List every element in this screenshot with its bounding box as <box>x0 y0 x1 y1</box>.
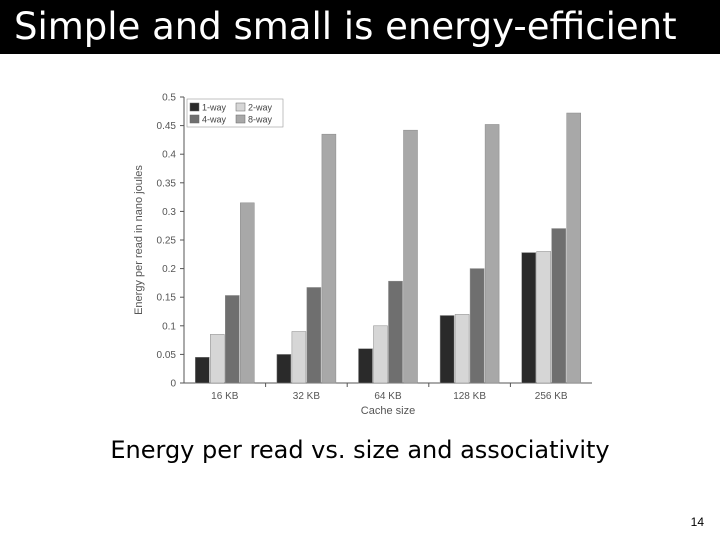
legend-swatch-4-way <box>189 114 200 124</box>
bar-8-way-128KB <box>484 124 500 384</box>
legend-label-2-way: 2-way <box>248 103 273 113</box>
x-tick-label: 128 KB <box>453 391 486 402</box>
bar-4-way-128KB <box>469 268 485 384</box>
bar-4-way-32KB <box>306 287 322 384</box>
bar-1-way-16KB <box>195 357 210 384</box>
bar-8-way-256KB <box>566 112 581 384</box>
legend: 1-way 2-way 4-way 8-way <box>186 98 284 128</box>
y-tick-label: 0.35 <box>157 178 177 189</box>
bar-1-way-32KB <box>276 354 292 384</box>
legend-swatch-2-way <box>235 102 246 112</box>
y-axis-title: Energy per read in nano joules <box>133 165 145 315</box>
y-tick-label: 0.45 <box>157 121 177 132</box>
bar-2-way-128KB <box>454 314 470 384</box>
x-axis-title: Cache size <box>361 405 415 417</box>
bar-8-way-32KB <box>321 133 337 384</box>
bar-2-way-32KB <box>291 331 307 384</box>
slide-title: Simple and small is energy-efficient <box>14 5 677 48</box>
y-axis: 0 0.05 0.1 0.15 0.2 0.25 0.3 0.35 0.4 0.45 0.5 <box>157 93 185 390</box>
y-tick-label: 0.4 <box>162 150 176 161</box>
bar-4-way-64KB <box>388 280 403 384</box>
y-tick-label: 0.1 <box>162 321 176 332</box>
legend-label-1-way: 1-way <box>202 103 227 113</box>
bar-4-way-256KB <box>551 228 566 384</box>
bar-8-way-64KB <box>403 129 418 384</box>
y-tick-label: 0.2 <box>162 264 176 275</box>
x-tick-label: 64 KB <box>374 391 402 402</box>
bar-8-way-16KB <box>240 202 255 384</box>
bar-1-way-256KB <box>521 252 536 384</box>
x-tick-label: 32 KB <box>293 391 321 402</box>
y-tick-label: 0.25 <box>157 236 177 247</box>
bar-2-way-64KB <box>373 325 388 384</box>
legend-label-4-way: 4-way <box>202 115 227 125</box>
bar-2-way-16KB <box>210 334 225 384</box>
x-axis: 16 KB 32 KB 64 KB 128 KB 256 KB <box>184 382 592 402</box>
legend-swatch-8-way <box>235 114 246 124</box>
title-bar: Simple and small is energy-efficient <box>0 0 720 54</box>
slide-caption: Energy per read vs. size and associativi… <box>110 436 610 464</box>
x-tick-label: 256 KB <box>535 391 568 402</box>
page-number: 14 <box>690 515 704 529</box>
x-tick-label: 16 KB <box>211 391 239 402</box>
bar-2-way-256KB <box>536 251 551 384</box>
y-tick-label: 0.5 <box>162 93 176 104</box>
bar-chart: 0 0.05 0.1 0.15 0.2 0.25 0.3 0.35 0.4 0.45 0.5 16 … <box>133 93 592 417</box>
legend-box <box>186 98 284 128</box>
y-tick-label: 0 <box>170 379 176 390</box>
bar-1-way-64KB <box>358 348 373 384</box>
legend-label-8-way: 8-way <box>248 115 273 125</box>
y-tick-label: 0.3 <box>162 207 176 218</box>
legend-swatch-1-way <box>189 102 200 112</box>
bar-4-way-16KB <box>225 295 240 384</box>
y-tick-label: 0.05 <box>157 350 177 361</box>
bar-1-way-128KB <box>439 315 455 384</box>
y-tick-label: 0.15 <box>157 293 177 304</box>
bar-series-group <box>195 112 581 384</box>
